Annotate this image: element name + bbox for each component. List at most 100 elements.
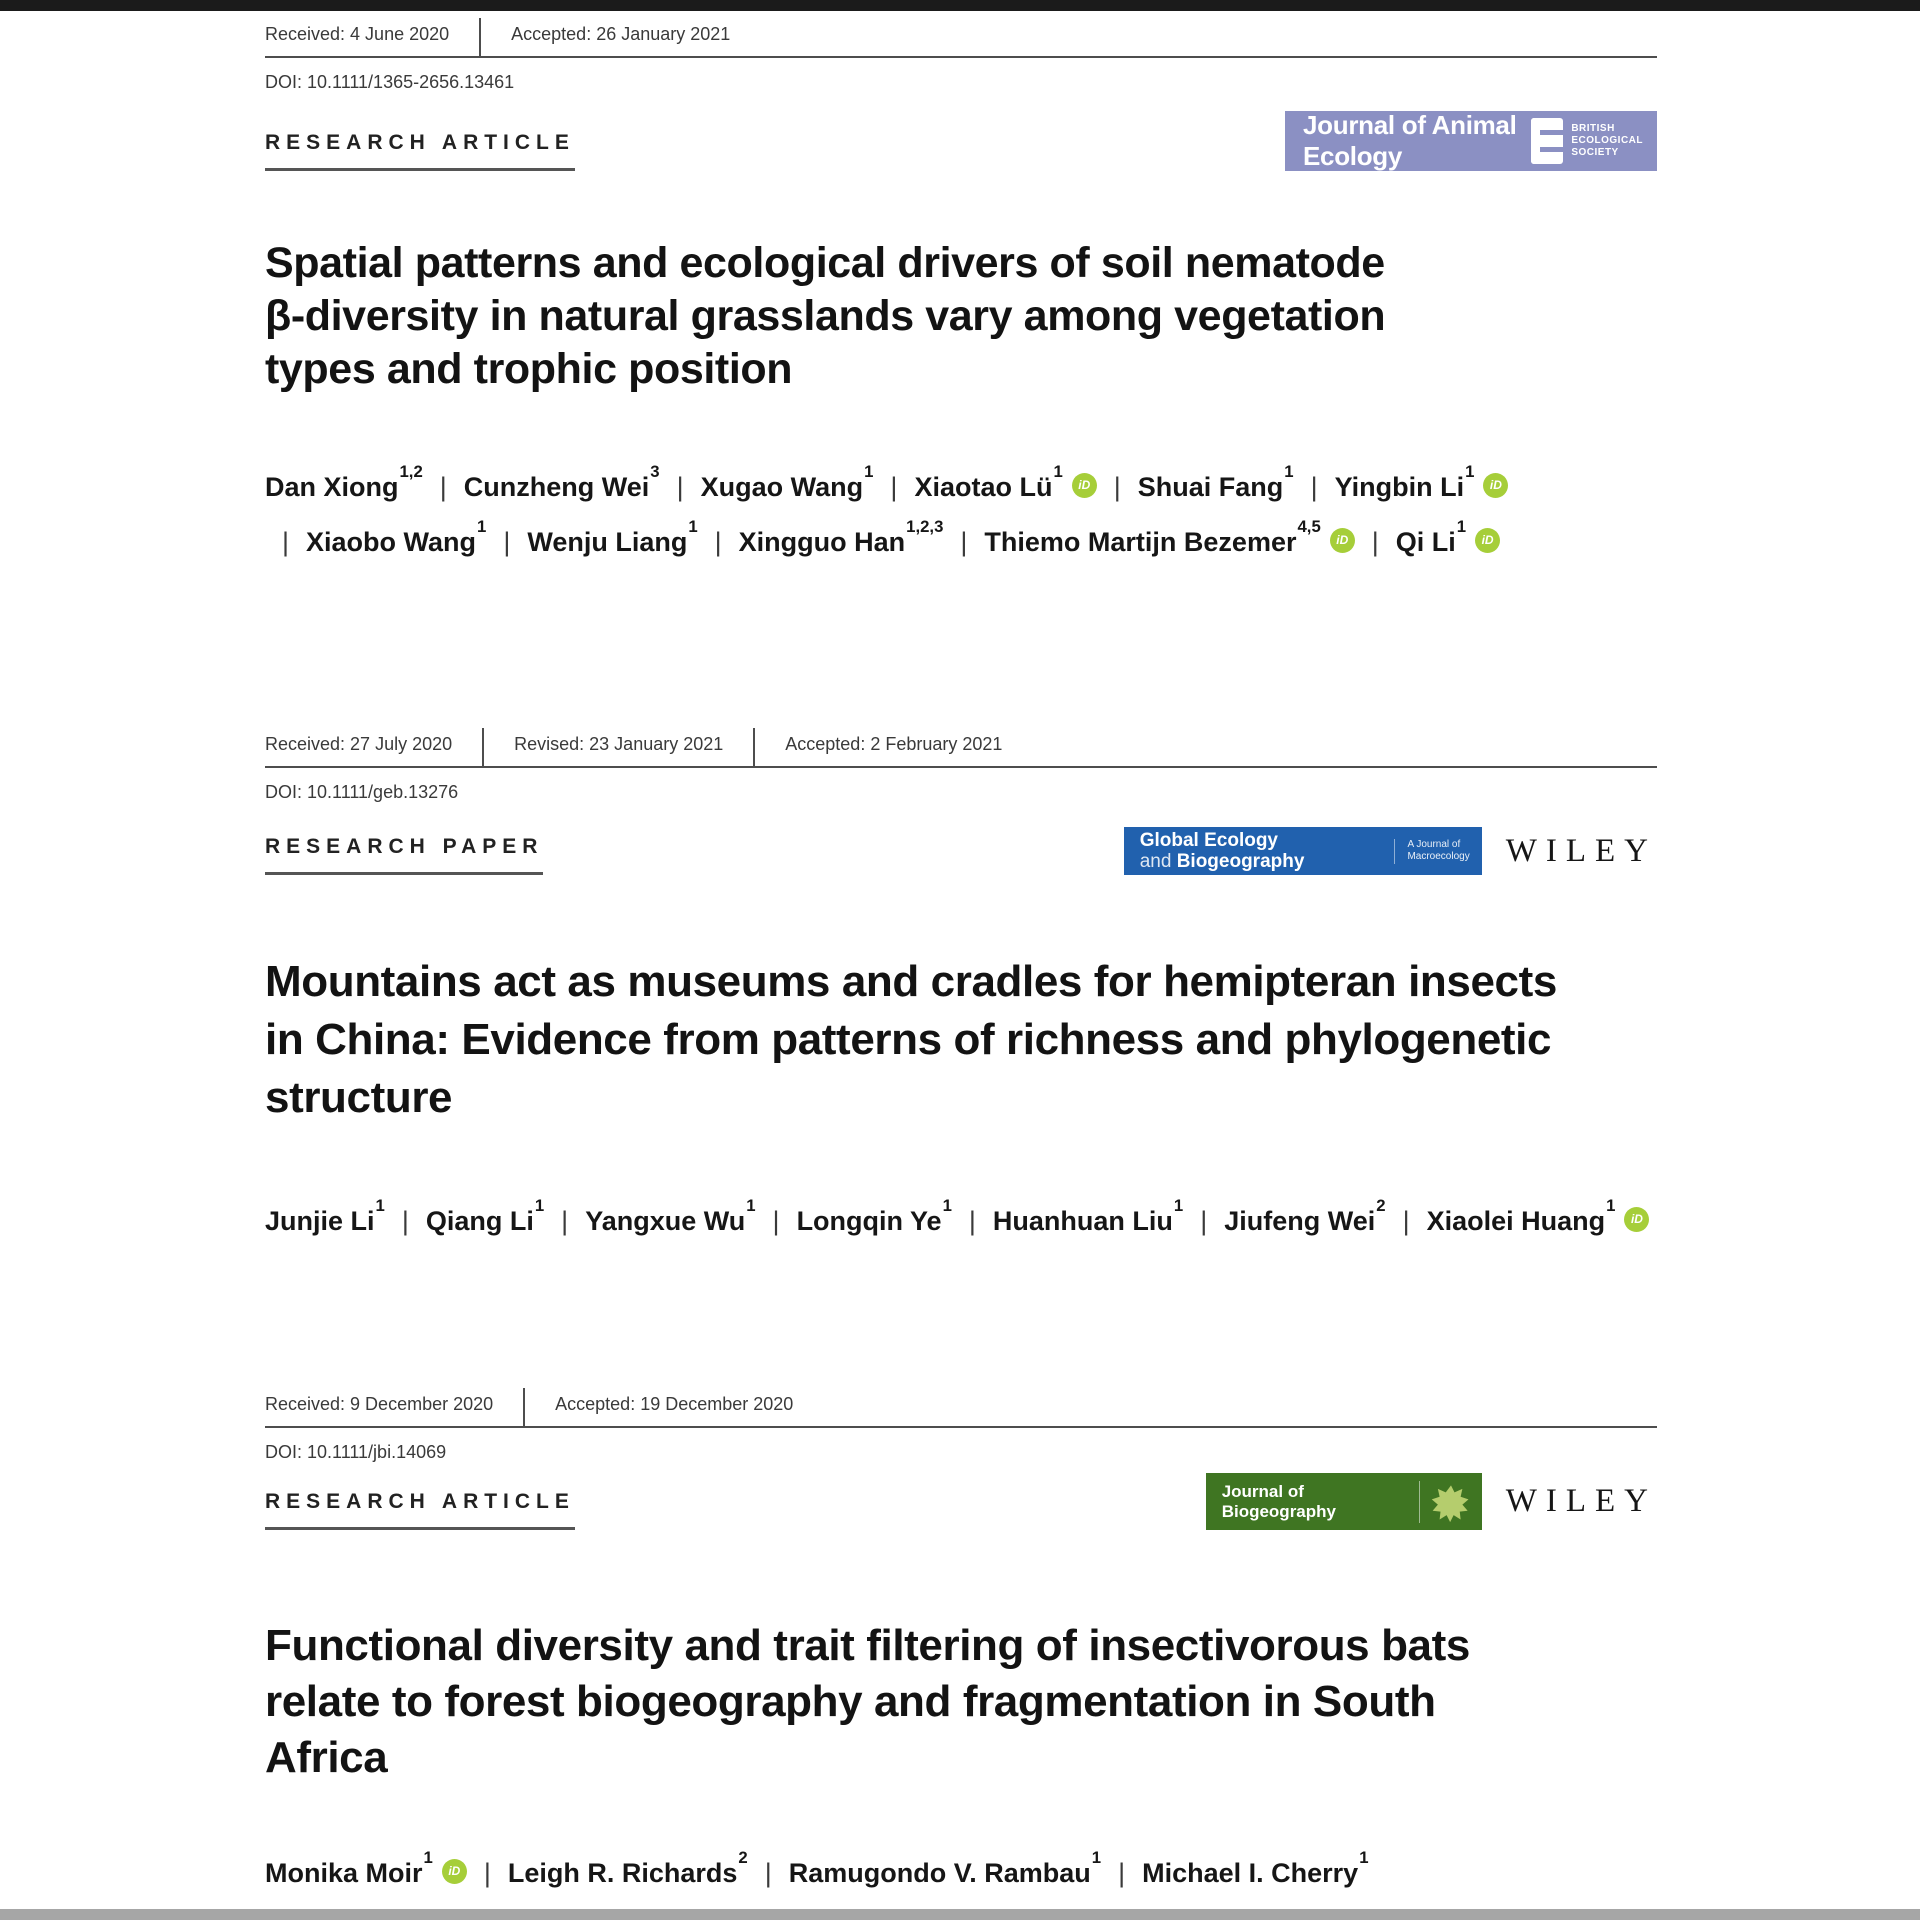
journal-name-line: Biogeography xyxy=(1221,1501,1336,1521)
meta-date: Received: 27 July 2020 xyxy=(265,734,453,754)
orcid-icon[interactable]: iD xyxy=(1624,1207,1650,1232)
author-affiliation-sup: 1,2 xyxy=(399,461,423,481)
bes-line: BRITISH xyxy=(1571,123,1615,135)
author-name: Ramugondo V. Rambau1 xyxy=(788,1847,1102,1888)
author-name: Xingguo Han1,2,3 xyxy=(738,516,944,557)
author-name: Longqin Ye1 xyxy=(796,1195,952,1236)
journal-badge-group: Journal of Animal Ecology BRITISH ECOLOG… xyxy=(1285,110,1657,171)
author-separator: | xyxy=(890,472,898,502)
journal-name-line: Global Ecology xyxy=(1139,829,1279,851)
title-line: in China: Evidence from patterns of rich… xyxy=(265,1015,1552,1064)
author-affiliation-sup: 1 xyxy=(1284,461,1294,481)
author-name: Wenju Liang1 xyxy=(527,516,698,557)
leaf-icon xyxy=(1418,1480,1472,1523)
journal-subtitle-line: Macroecology xyxy=(1407,851,1470,862)
bes-line: ECOLOGICAL xyxy=(1571,135,1643,147)
author-name: Junjie Li1 xyxy=(265,1195,385,1236)
journal-badge-biogeography: Journal of Biogeography xyxy=(1205,1473,1482,1530)
author-affiliation-sup: 4,5 xyxy=(1297,516,1321,536)
author-affiliation-sup: 1 xyxy=(1456,516,1467,536)
doi-link[interactable]: DOI: 10.1111/jbi.14069 xyxy=(265,1442,447,1462)
title-line: structure xyxy=(265,1073,453,1122)
wiley-logo: WILEY xyxy=(1505,1483,1657,1519)
author-affiliation-sup: 1 xyxy=(864,461,874,481)
authors-list: Junjie Li1 | Qiang Li1 | Yangxue Wu1 | Longqin… xyxy=(265,1193,1657,1249)
author-name: Monika Moir1iD xyxy=(265,1849,467,1888)
author-separator: | xyxy=(282,527,290,557)
label-row: RESEARCH ARTICLE Journal of Biogeography… xyxy=(265,1473,1657,1530)
author-name: Leigh R. Richards2 xyxy=(507,1847,748,1888)
journal-name: Journal of Animal Ecology xyxy=(1303,110,1517,171)
label-row: RESEARCH PAPER Global Ecology and Biogeo… xyxy=(265,827,1657,875)
author-name: Xiaobo Wang1 xyxy=(306,516,487,557)
author-affiliation-sup: 1 xyxy=(375,1195,385,1215)
author-separator: | xyxy=(968,1206,976,1236)
journal-subtitle: A Journal of Macroecology xyxy=(1394,838,1470,864)
title-line: Spatial patterns and ecological drivers … xyxy=(265,239,1385,287)
author-name: Shuai Fang1 xyxy=(1137,461,1294,502)
orcid-icon[interactable]: iD xyxy=(1071,473,1097,498)
author-affiliation-sup: 1 xyxy=(534,1195,545,1215)
title-line: β-diversity in natural grasslands vary a… xyxy=(265,292,1386,340)
paper-title: Functional diversity and trait filtering… xyxy=(265,1618,1657,1786)
paper-title: Spatial patterns and ecological drivers … xyxy=(265,237,1657,396)
section-label: RESEARCH PAPER xyxy=(265,835,544,875)
author-separator: | xyxy=(439,472,447,502)
window-bottom-edge xyxy=(0,1909,1920,1920)
author-separator: | xyxy=(1200,1206,1208,1236)
british-ecological-society-logo: BRITISH ECOLOGICAL SOCIETY xyxy=(1531,118,1643,164)
section-label: RESEARCH ARTICLE xyxy=(265,1490,575,1530)
doi-link[interactable]: DOI: 10.1111/1365-2656.13461 xyxy=(265,72,515,92)
author-affiliation-sup: 1 xyxy=(1173,1195,1184,1215)
journal-name: Journal of Biogeography xyxy=(1222,1482,1419,1521)
meta-date: Accepted: 26 January 2021 xyxy=(479,18,760,56)
title-line: relate to forest biogeography and fragme… xyxy=(265,1677,1436,1726)
paper-title: Mountains act as museums and cradles for… xyxy=(265,953,1657,1127)
author-separator: | xyxy=(1118,1858,1126,1888)
author-name: Qi Li1iD xyxy=(1396,518,1501,557)
author-affiliation-sup: 1 xyxy=(1091,1847,1102,1867)
wiley-logo: WILEY xyxy=(1505,832,1657,869)
journal-badge-group: Journal of Biogeography WILEY xyxy=(1205,1473,1657,1530)
author-name: Yingbin Li1iD xyxy=(1335,463,1509,502)
title-line: Mountains act as museums and cradles for… xyxy=(265,957,1557,1006)
meta-date: Received: 9 December 2020 xyxy=(265,1394,494,1414)
author-affiliation-sup: 1 xyxy=(746,1195,756,1215)
section-label: RESEARCH ARTICLE xyxy=(265,131,575,171)
author-affiliation-sup: 1 xyxy=(688,516,698,536)
author-separator: | xyxy=(772,1206,780,1236)
journal-subtitle-line: A Journal of xyxy=(1407,838,1461,850)
author-separator: | xyxy=(483,1858,491,1888)
meta-date: Received: 4 June 2020 xyxy=(265,24,450,44)
author-affiliation-sup: 1 xyxy=(477,516,487,536)
author-name: Huanhuan Liu1 xyxy=(992,1195,1184,1236)
orcid-icon[interactable]: iD xyxy=(1475,528,1501,553)
author-affiliation-sup: 2 xyxy=(738,1847,748,1867)
journal-name-line: Journal of xyxy=(1221,1481,1304,1501)
paper-header-1: Received: 4 June 2020 Accepted: 26 Januar… xyxy=(265,18,1657,570)
author-name: Cunzheng Wei3 xyxy=(463,461,660,502)
journal-badge-global-ecology: Global Ecology and Biogeography A Journa… xyxy=(1123,827,1482,875)
journal-name-prefix: and xyxy=(1139,851,1177,872)
author-affiliation-sup: 1 xyxy=(1606,1195,1616,1215)
journal-name: Global Ecology and Biogeography xyxy=(1140,830,1395,873)
author-affiliation-sup: 1 xyxy=(1359,1847,1369,1867)
meta-row: Received: 9 December 2020 Accepted: 19 De… xyxy=(265,1388,1657,1428)
paper-header-3: Received: 9 December 2020 Accepted: 19 De… xyxy=(265,1388,1657,1901)
author-name: Michael I. Cherry1 xyxy=(1142,1847,1369,1888)
meta-row: Received: 27 July 2020 Revised: 23 Januar… xyxy=(265,728,1657,768)
meta-date: Accepted: 19 December 2020 xyxy=(523,1388,823,1426)
orcid-icon[interactable]: iD xyxy=(1329,528,1355,553)
window-top-edge xyxy=(0,0,1920,11)
bes-line: SOCIETY xyxy=(1571,146,1619,158)
orcid-icon[interactable]: iD xyxy=(441,1859,467,1884)
title-line: types and trophic position xyxy=(265,345,793,393)
author-separator: | xyxy=(764,1858,772,1888)
author-affiliation-sup: 1 xyxy=(942,1195,952,1215)
bes-e-icon xyxy=(1531,118,1564,164)
orcid-icon[interactable]: iD xyxy=(1483,473,1509,498)
author-name: Xiaotao Lü1iD xyxy=(914,463,1097,502)
author-separator: | xyxy=(1371,527,1379,557)
doi-link[interactable]: DOI: 10.1111/geb.13276 xyxy=(265,782,459,802)
meta-date: Accepted: 2 February 2021 xyxy=(753,728,1032,766)
